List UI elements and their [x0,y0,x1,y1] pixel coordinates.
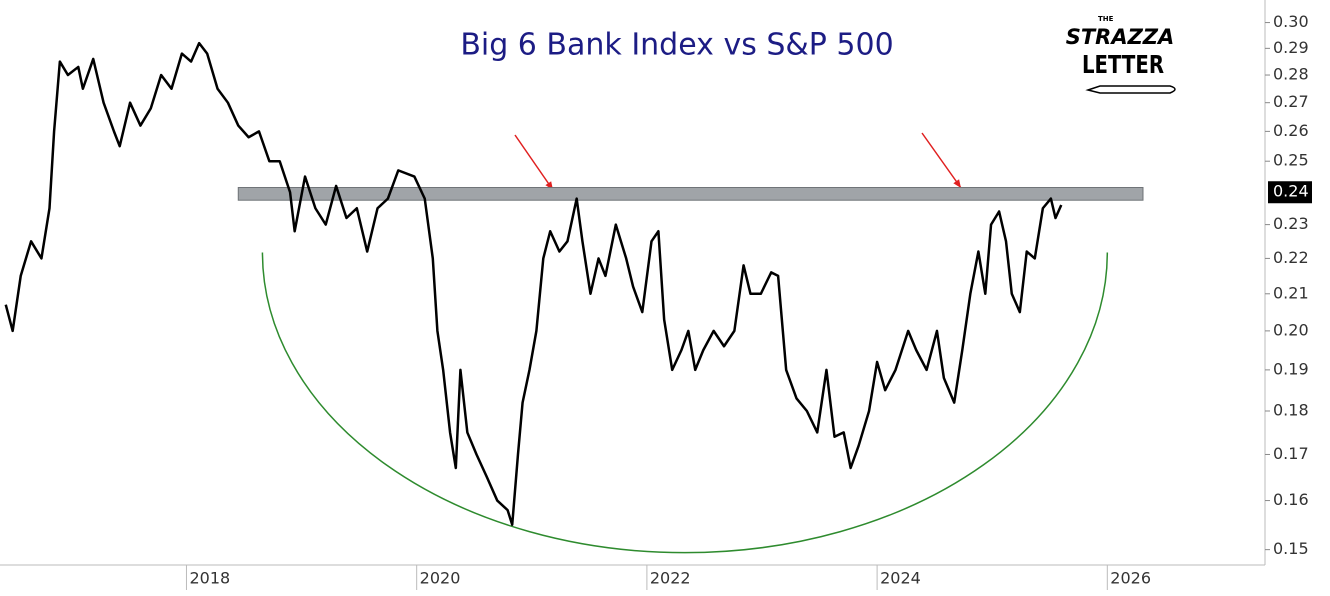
y-tick-label: 0.22 [1273,248,1309,267]
y-tick-label: 0.18 [1273,401,1309,420]
y-tick-label: 0.30 [1273,12,1309,31]
x-tick-label: 2026 [1110,569,1151,588]
logo-pen [1085,85,1176,94]
x-tick-label: 2020 [420,569,461,588]
logo-line1: STRAZZA [1066,25,1175,49]
chart-title: Big 6 Bank Index vs S&P 500 [460,28,893,63]
y-tick-label: 0.28 [1273,65,1309,84]
arrow [921,132,962,189]
y-tick-label: 0.27 [1273,92,1309,111]
y-tick-label: 0.19 [1273,359,1309,378]
y-tick-label: 0.26 [1273,121,1309,140]
y-tick-label: 0.23 [1273,214,1309,233]
series-line [4,41,1063,526]
arrow [514,134,554,191]
y-tick-label: 0.25 [1273,151,1309,170]
y-tick-label: 0.15 [1273,539,1309,558]
arrow-head [953,179,961,188]
y-tick-label: 0.21 [1273,283,1309,302]
x-tick-label: 2018 [189,569,230,588]
bowl-arc [261,252,1109,554]
x-tick-label: 2022 [650,569,691,588]
y-tick-label: 0.29 [1273,38,1309,57]
y-tick-label: 0.16 [1273,490,1309,509]
logo-small: THE [1098,15,1114,23]
x-tick-label: 2024 [880,569,921,588]
logo-line2: LETTER [1082,50,1164,79]
resistance-band [237,187,1144,201]
logo: THE STRAZZA LETTER [1066,15,1176,94]
last-value-label: 0.24 [1273,182,1309,201]
last-value-box [1268,181,1312,204]
y-tick-label: 0.17 [1273,444,1309,463]
annotation-arrows [514,132,962,191]
y-tick-label: 0.20 [1273,320,1309,339]
